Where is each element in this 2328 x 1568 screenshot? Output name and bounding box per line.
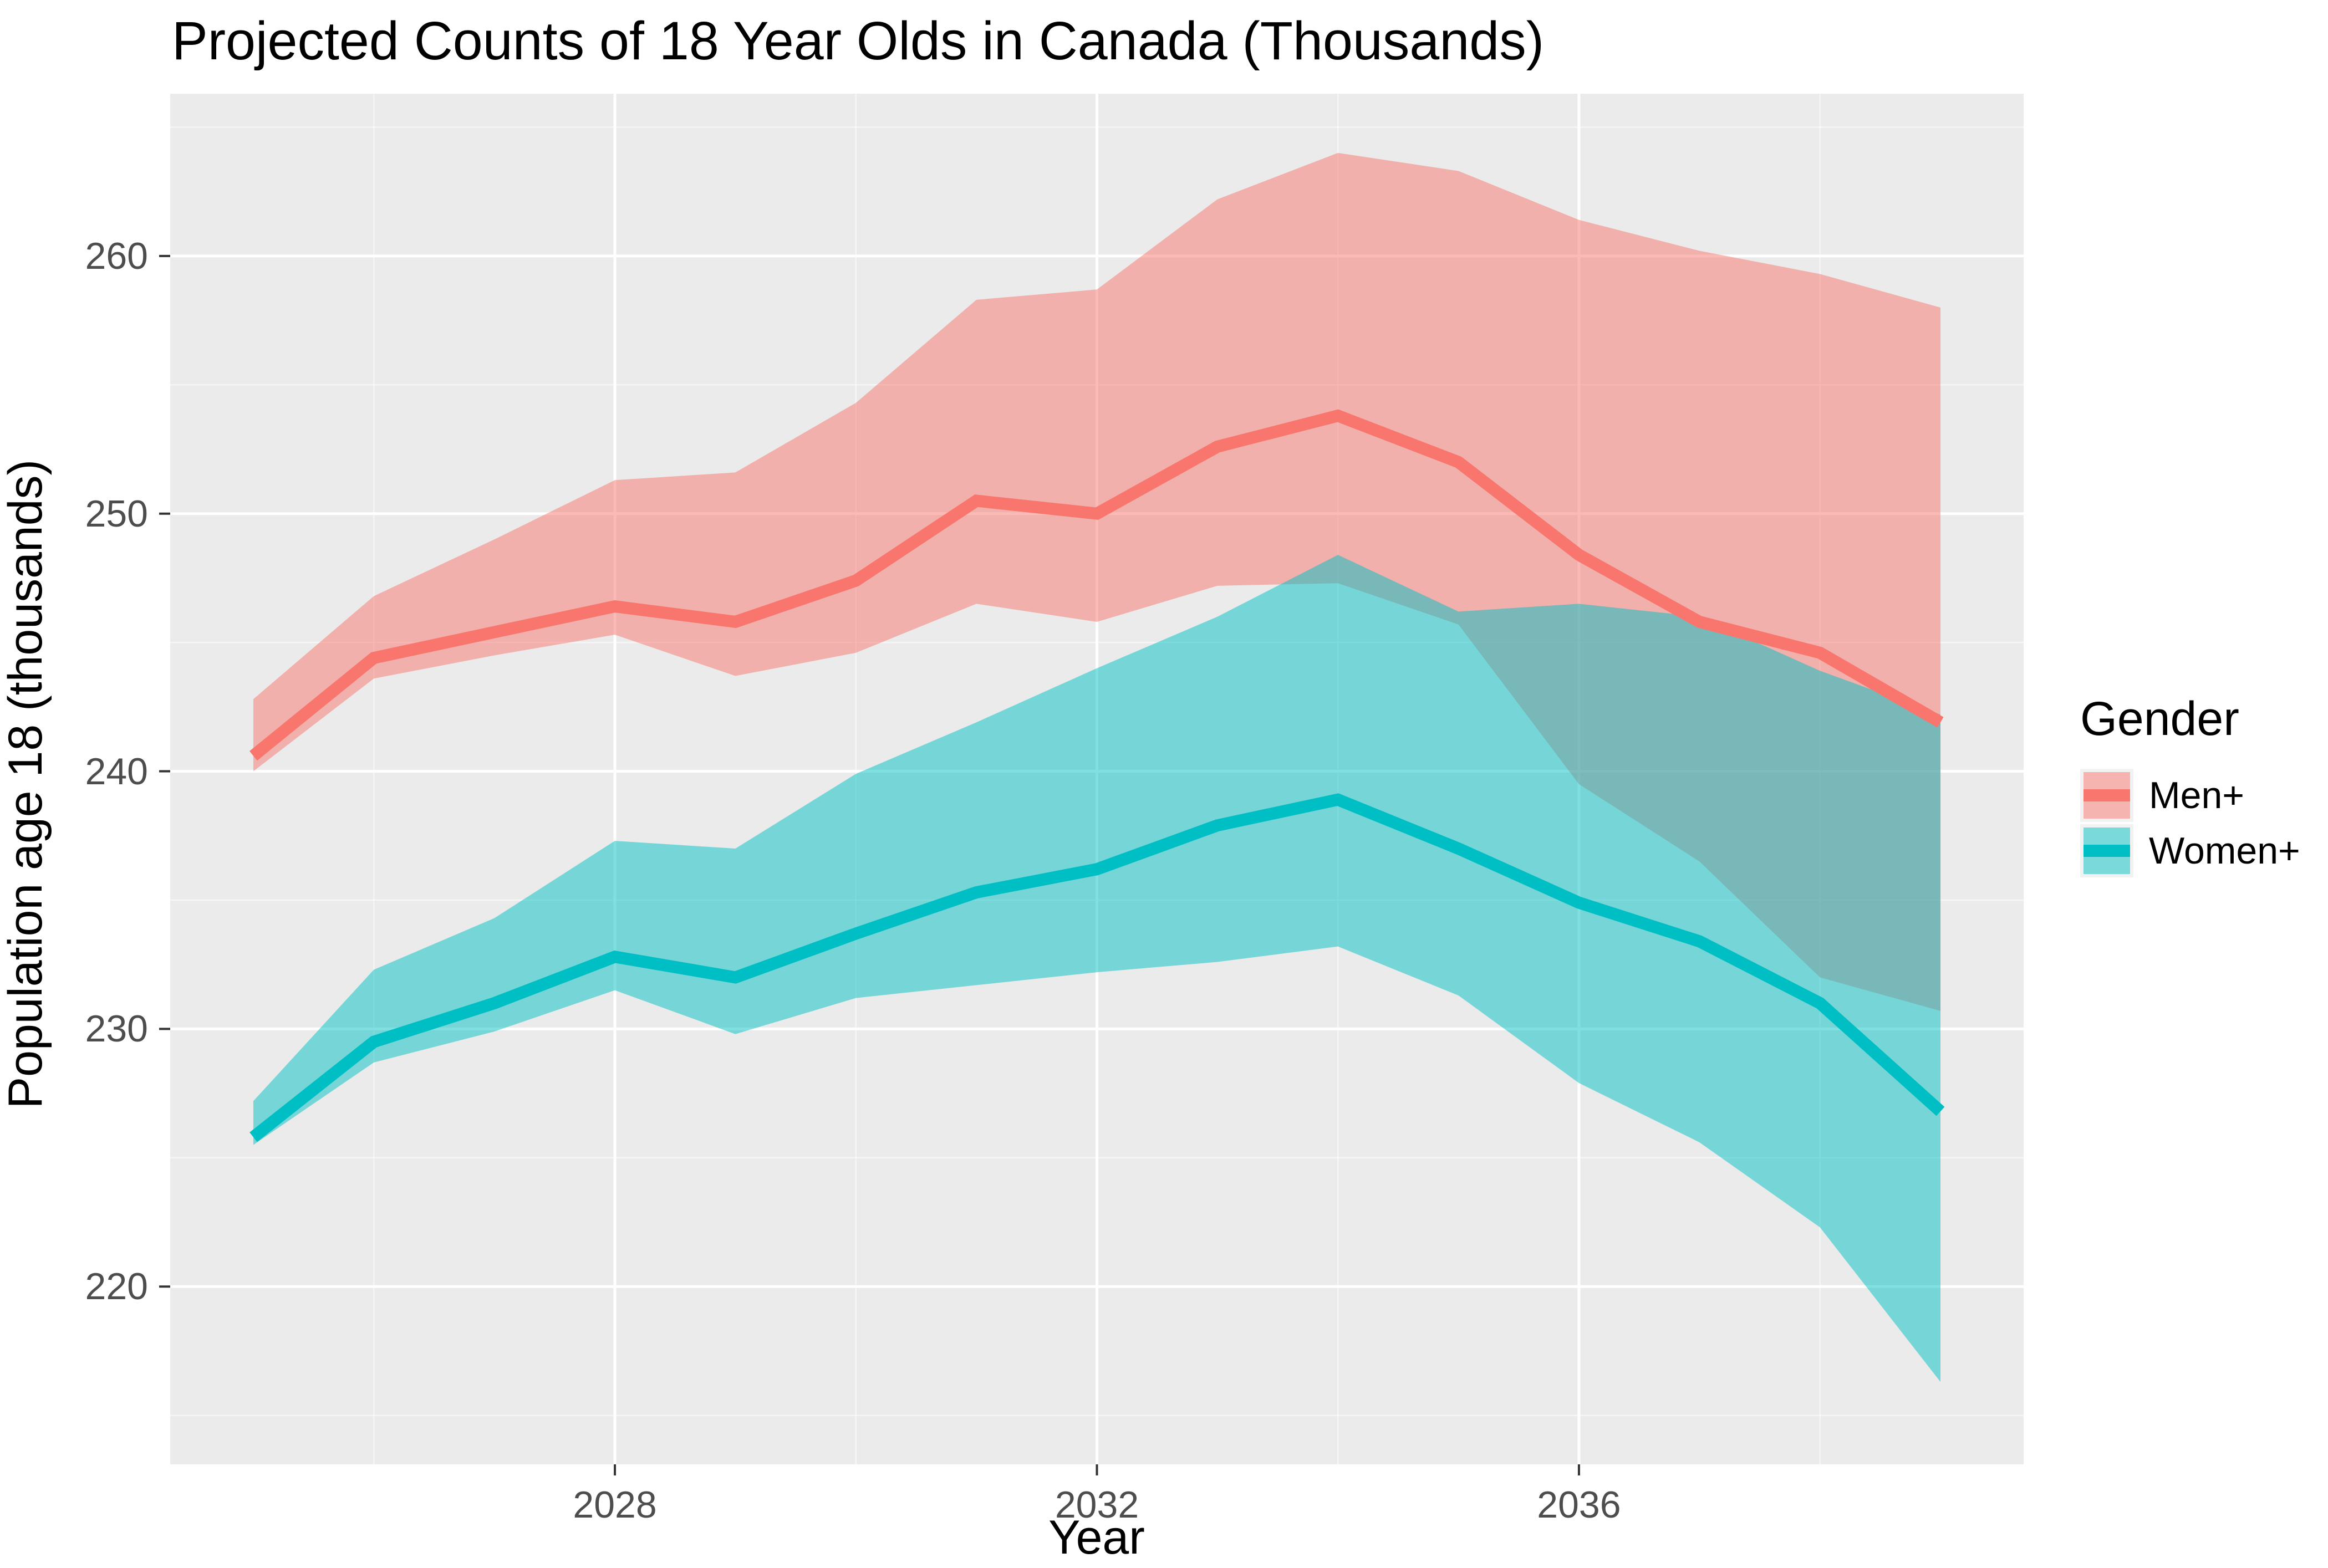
y-axis-title: Population age 18 (thousands) xyxy=(0,459,52,1109)
x-tick-label: 2028 xyxy=(573,1484,657,1526)
legend: Gender Men+ Women+ xyxy=(2080,692,2328,879)
x-tick-label: 2036 xyxy=(1537,1484,1621,1526)
x-axis-title: Year xyxy=(1048,1511,1145,1564)
y-tick-label: 240 xyxy=(85,750,148,793)
legend-items: Men+ Women+ xyxy=(2080,768,2328,879)
men-line xyxy=(249,409,1944,761)
legend-title: Gender xyxy=(2080,692,2239,745)
legend-item: Women+ xyxy=(2080,823,2328,879)
women-ribbon xyxy=(253,555,1941,1382)
y-tick-label: 220 xyxy=(85,1265,148,1308)
legend-line-sample xyxy=(2084,789,2130,801)
y-tick-label: 260 xyxy=(85,234,148,277)
legend-label: Women+ xyxy=(2149,830,2300,872)
legend-line-sample xyxy=(2084,845,2130,857)
chart-title: Projected Counts of 18 Year Olds in Cana… xyxy=(172,11,1545,71)
y-tick-label: 230 xyxy=(85,1008,148,1050)
men-ribbon xyxy=(253,152,1941,1011)
legend-label: Men+ xyxy=(2149,774,2244,816)
legend-swatch-women xyxy=(2080,824,2133,877)
y-tick-label: 250 xyxy=(85,492,148,535)
women-line xyxy=(249,793,1945,1142)
legend-swatch-men xyxy=(2080,769,2133,822)
x-tick-label: 2032 xyxy=(1055,1484,1139,1526)
legend-item: Men+ xyxy=(2080,768,2328,823)
